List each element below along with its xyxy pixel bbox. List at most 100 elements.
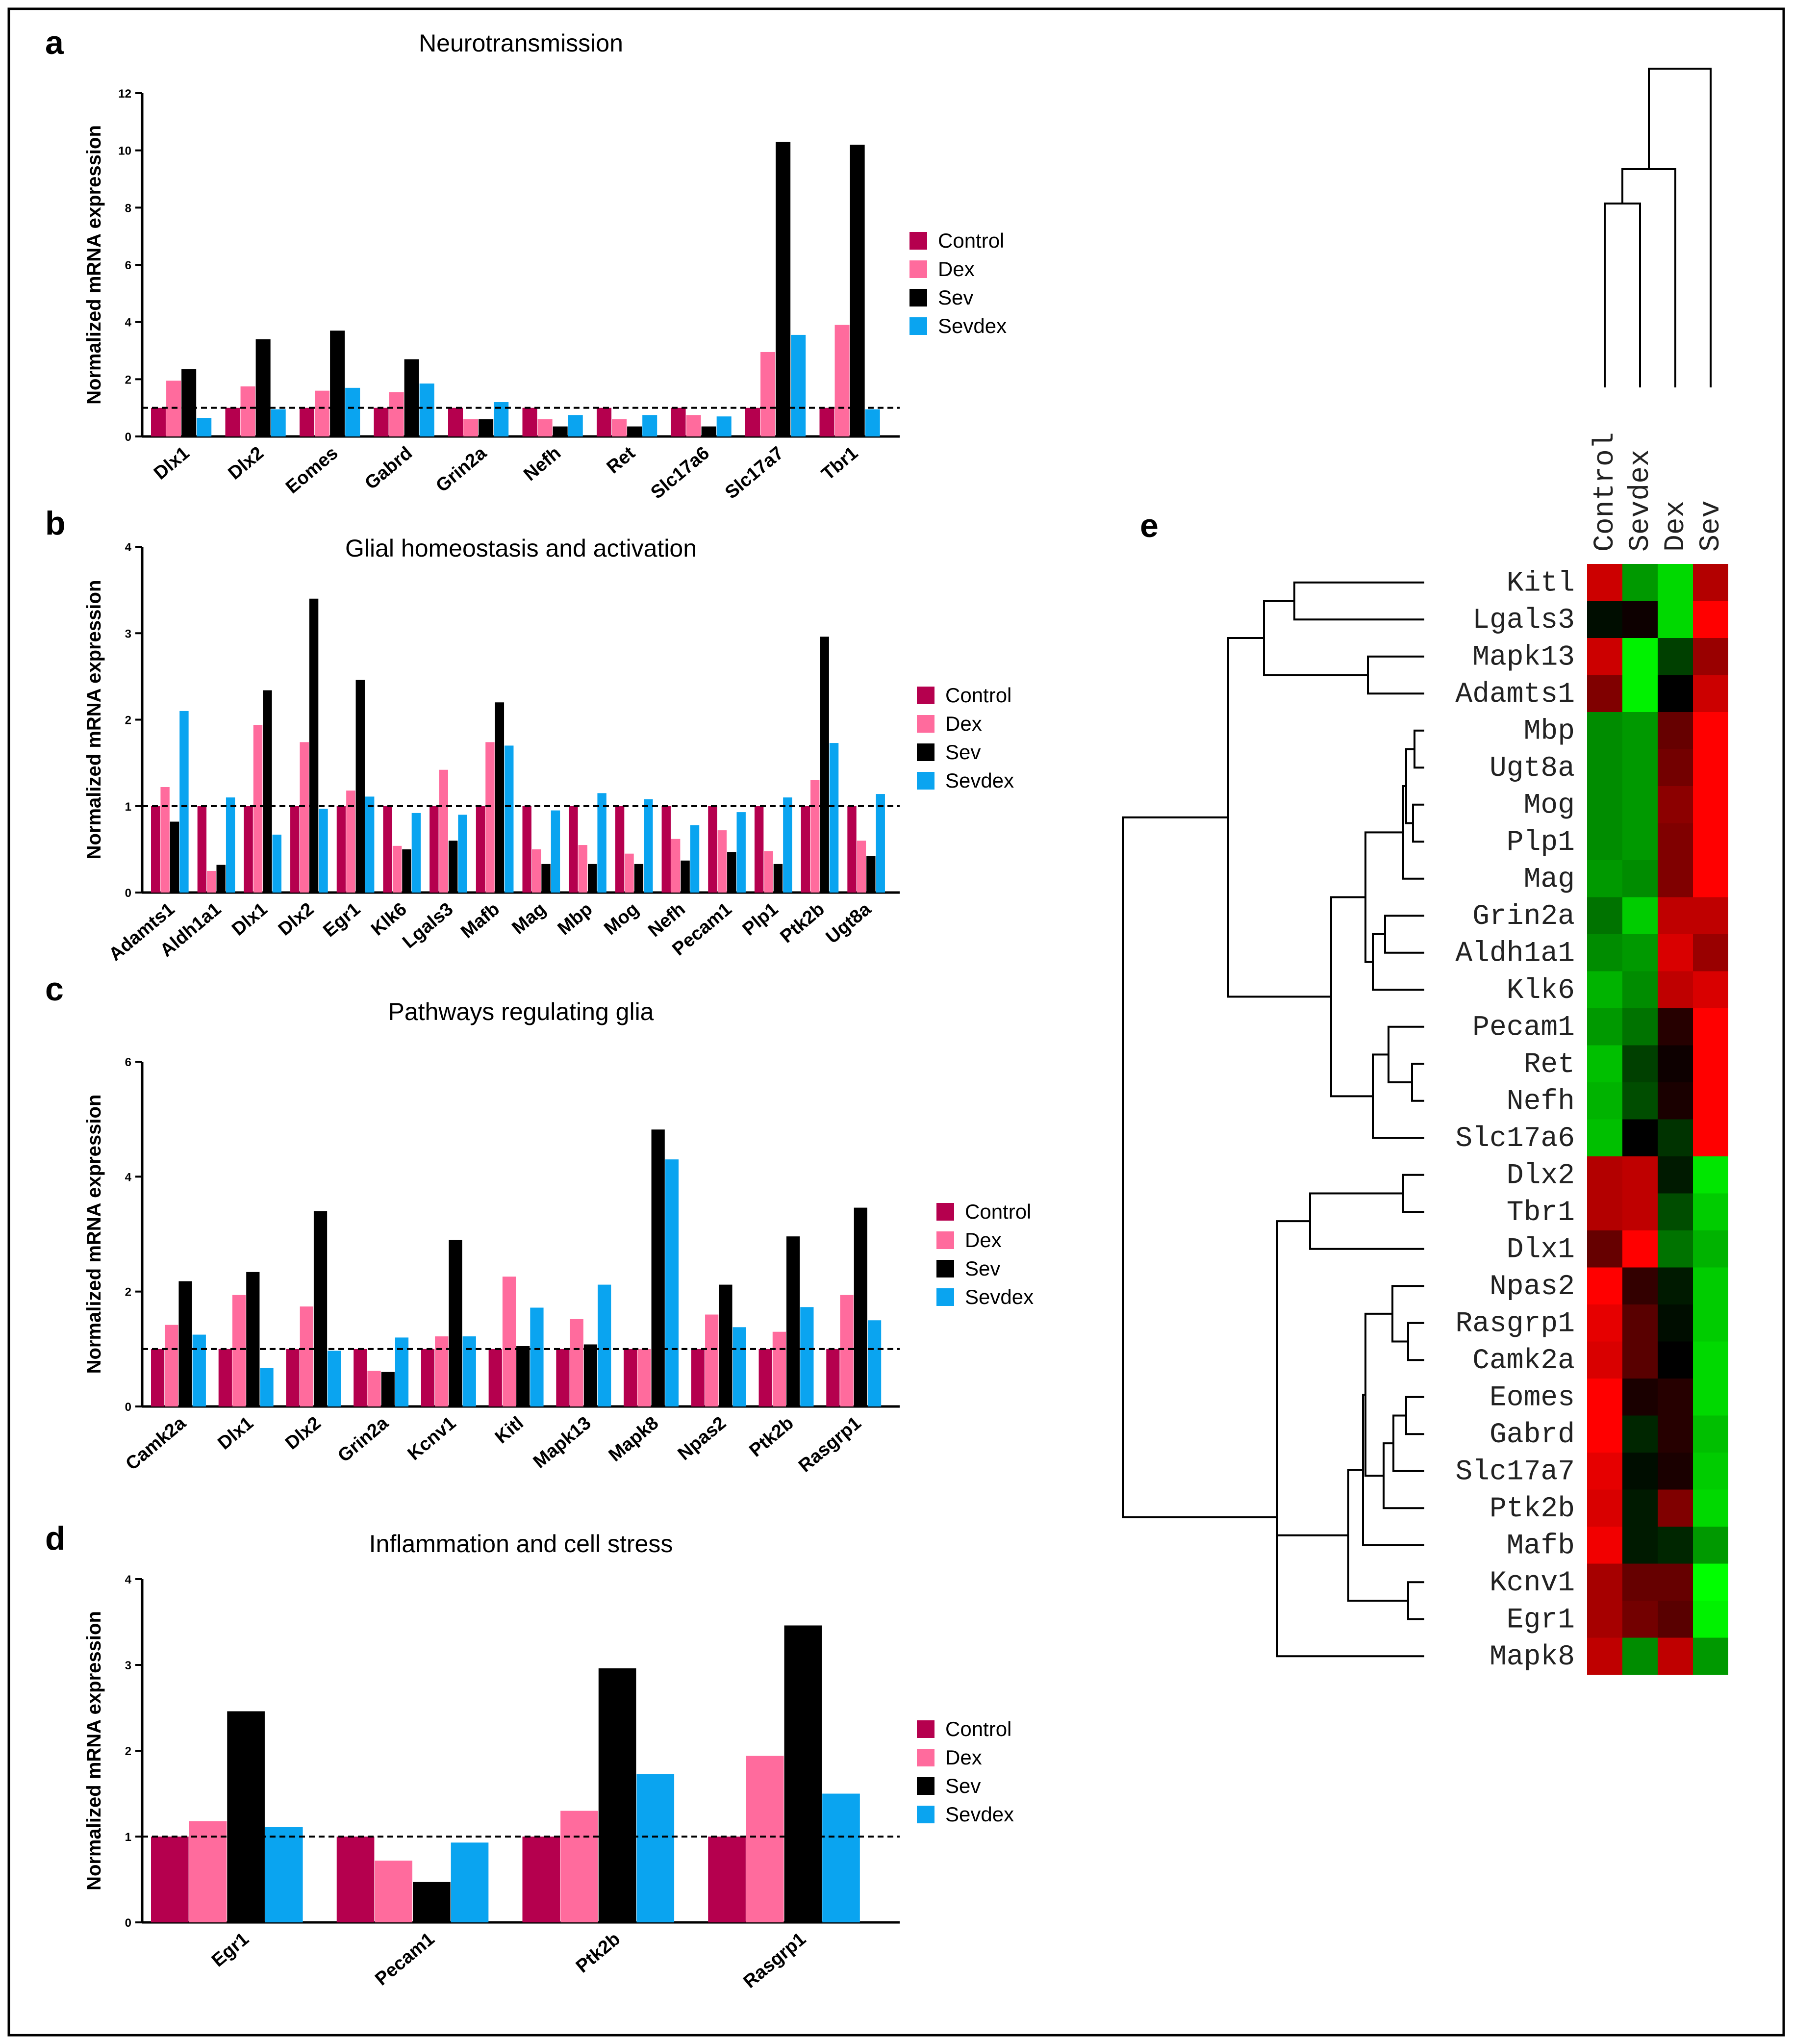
heat-cell-Aldh1a1-Sevdex [1622,934,1658,971]
bar-c-Kcnv1-Sev [449,1240,462,1406]
bar-b-Dlx1-Sev [263,690,272,893]
bar-b-Dlx1-Dex [253,725,263,893]
heat-cell-Aldh1a1-Sev [1693,934,1728,971]
bar-a-Dlx2-Sevdex [271,409,286,436]
panel-label-a: a [45,24,64,61]
bar-b-Ptk2b-Control [801,806,810,893]
heat-cell-Egr1-Sevdex [1622,1601,1658,1638]
panel-b-ytick-label: 0 [125,887,131,900]
column-dendrogram [1604,68,1712,387]
bar-b-Plp1-Sevdex [783,797,792,893]
heat-cell-Eomes-Sevdex [1622,1379,1658,1416]
heat-cell-Ptk2b-Sevdex [1622,1489,1658,1527]
panel-c-ytick-label: 2 [125,1286,131,1299]
panel-b-legend-label-Dex: Dex [945,712,982,735]
bar-b-Ugt8a-Sevdex [876,794,885,893]
bar-a-Grin2a-Sev [479,419,494,436]
bar-c-Grin2a-Sevdex [395,1337,409,1406]
bar-b-Mbp-Sevdex [597,793,606,893]
heat-cell-Egr1-Control [1587,1601,1622,1638]
heat-cell-Npas2-Sev [1693,1267,1728,1304]
panel-label-d: d [45,1520,66,1557]
bar-b-Aldh1a1-Sev [216,865,226,893]
panel-d-legend-swatch-Sevdex [917,1806,934,1823]
heat-cell-Lgals3-Sevdex [1622,601,1658,638]
heat-cell-Npas2-Sevdex [1622,1267,1658,1304]
bar-b-Dlx2-Control [290,806,300,893]
heat-row-label-Ugt8a: Ugt8a [1490,753,1575,785]
bar-a-Nefh-Sev [553,426,568,436]
panel-b-legend-label-Control: Control [945,684,1011,707]
heat-row-label-Kcnv1: Kcnv1 [1490,1567,1575,1599]
heat-cell-Tbr1-Sev [1693,1193,1728,1230]
bar-b-Dlx2-Sev [309,598,319,893]
panel-label-b: b [45,505,66,542]
bar-b-Mafb-Sevdex [505,745,514,893]
bar-b-Egr1-Sev [355,680,365,893]
bar-b-Lgals3-Control [429,806,439,893]
heat-cell-Mapk8-Sevdex [1622,1637,1658,1675]
bar-c-Mapk13-Sev [583,1344,598,1406]
heat-row-label-Mapk13: Mapk13 [1472,641,1575,673]
panel-a-legend-label-Control: Control [938,229,1004,252]
bar-b-Mog-Control [615,806,625,893]
heat-cell-Grin2a-Dex [1658,897,1693,934]
panel-c-ytick-label: 4 [125,1171,132,1184]
heat-cell-Eomes-Sev [1693,1379,1728,1416]
panel-a-legend-swatch-Sevdex [909,317,927,335]
bar-d-Rasgrp1-Dex [746,1756,784,1922]
heat-cell-Mapk8-Sev [1693,1637,1728,1675]
panel-label-e: e [1140,507,1159,544]
bar-b-Mbp-Dex [578,845,588,893]
heat-row-label-Klk6: Klk6 [1507,975,1575,1007]
heat-row-label-Npas2: Npas2 [1490,1271,1575,1303]
heat-col-label-Sevdex: Sevdex [1625,449,1657,552]
bar-c-Mapk8-Control [624,1349,637,1406]
heat-cell-Lgals3-Control [1587,601,1622,638]
panel-b-ytick-label: 3 [125,627,131,640]
bar-a-Slc17a7-Sevdex [791,334,806,436]
bar-c-Kitl-Sevdex [530,1307,544,1406]
bar-a-Slc17a7-Control [745,408,760,436]
panel-a-ytick-label: 8 [125,202,131,215]
bar-d-Ptk2b-Control [522,1837,560,1922]
bar-b-Klk6-Sevdex [411,813,421,893]
bar-b-Ptk2b-Sev [820,637,829,893]
panel-d-title: Inflammation and cell stress [369,1530,673,1558]
bar-d-Pecam1-Dex [375,1861,413,1922]
panel-b-ytick-label: 2 [125,714,131,727]
heat-cell-Gabrd-Control [1587,1415,1622,1453]
bar-d-Rasgrp1-Control [708,1837,746,1922]
heat-cell-Klk6-Sev [1693,971,1728,1008]
heat-cell-Lgals3-Dex [1658,601,1693,638]
heat-cell-Dlx2-Control [1587,1156,1622,1194]
panel-b-legend-swatch-Dex [917,715,934,733]
bar-c-Mapk8-Sev [651,1129,665,1406]
bar-c-Mapk8-Sevdex [665,1159,679,1406]
heat-row-label-Mog: Mog [1524,790,1575,821]
panel-d-chart: Inflammation and cell stress Normalized m… [83,1530,1014,1993]
bar-d-Egr1-Sev [227,1711,265,1922]
bar-a-Grin2a-Control [448,408,463,436]
panel-d-ytick-label: 1 [125,1831,131,1844]
bar-c-Dlx1-Dex [232,1295,246,1406]
heat-cell-Rasgrp1-Sev [1693,1304,1728,1342]
heat-cell-Dlx1-Sevdex [1622,1230,1658,1268]
bar-d-Rasgrp1-Sev [784,1625,822,1922]
panel-a-ytick-label: 10 [118,145,131,158]
heat-cell-Nefh-Sevdex [1622,1082,1658,1120]
bar-b-Nefh-Dex [671,839,681,893]
bar-c-Dlx2-Sev [313,1211,328,1406]
bar-a-Grin2a-Dex [463,419,479,436]
heat-cell-Camk2a-Sev [1693,1341,1728,1379]
heat-cell-Dlx1-Dex [1658,1230,1693,1268]
bar-b-Mafb-Sev [495,702,505,893]
heat-row-label-Lgals3: Lgals3 [1472,605,1575,637]
heat-cell-Dlx2-Dex [1658,1156,1693,1194]
heat-cell-Nefh-Sev [1693,1082,1728,1120]
panel-d-legend-swatch-Control [917,1720,934,1738]
heat-cell-Eomes-Control [1587,1379,1622,1416]
panel-b-legend-swatch-Sevdex [917,772,934,790]
bar-c-Rasgrp1-Sev [854,1207,867,1406]
bar-b-Ptk2b-Dex [810,780,820,893]
